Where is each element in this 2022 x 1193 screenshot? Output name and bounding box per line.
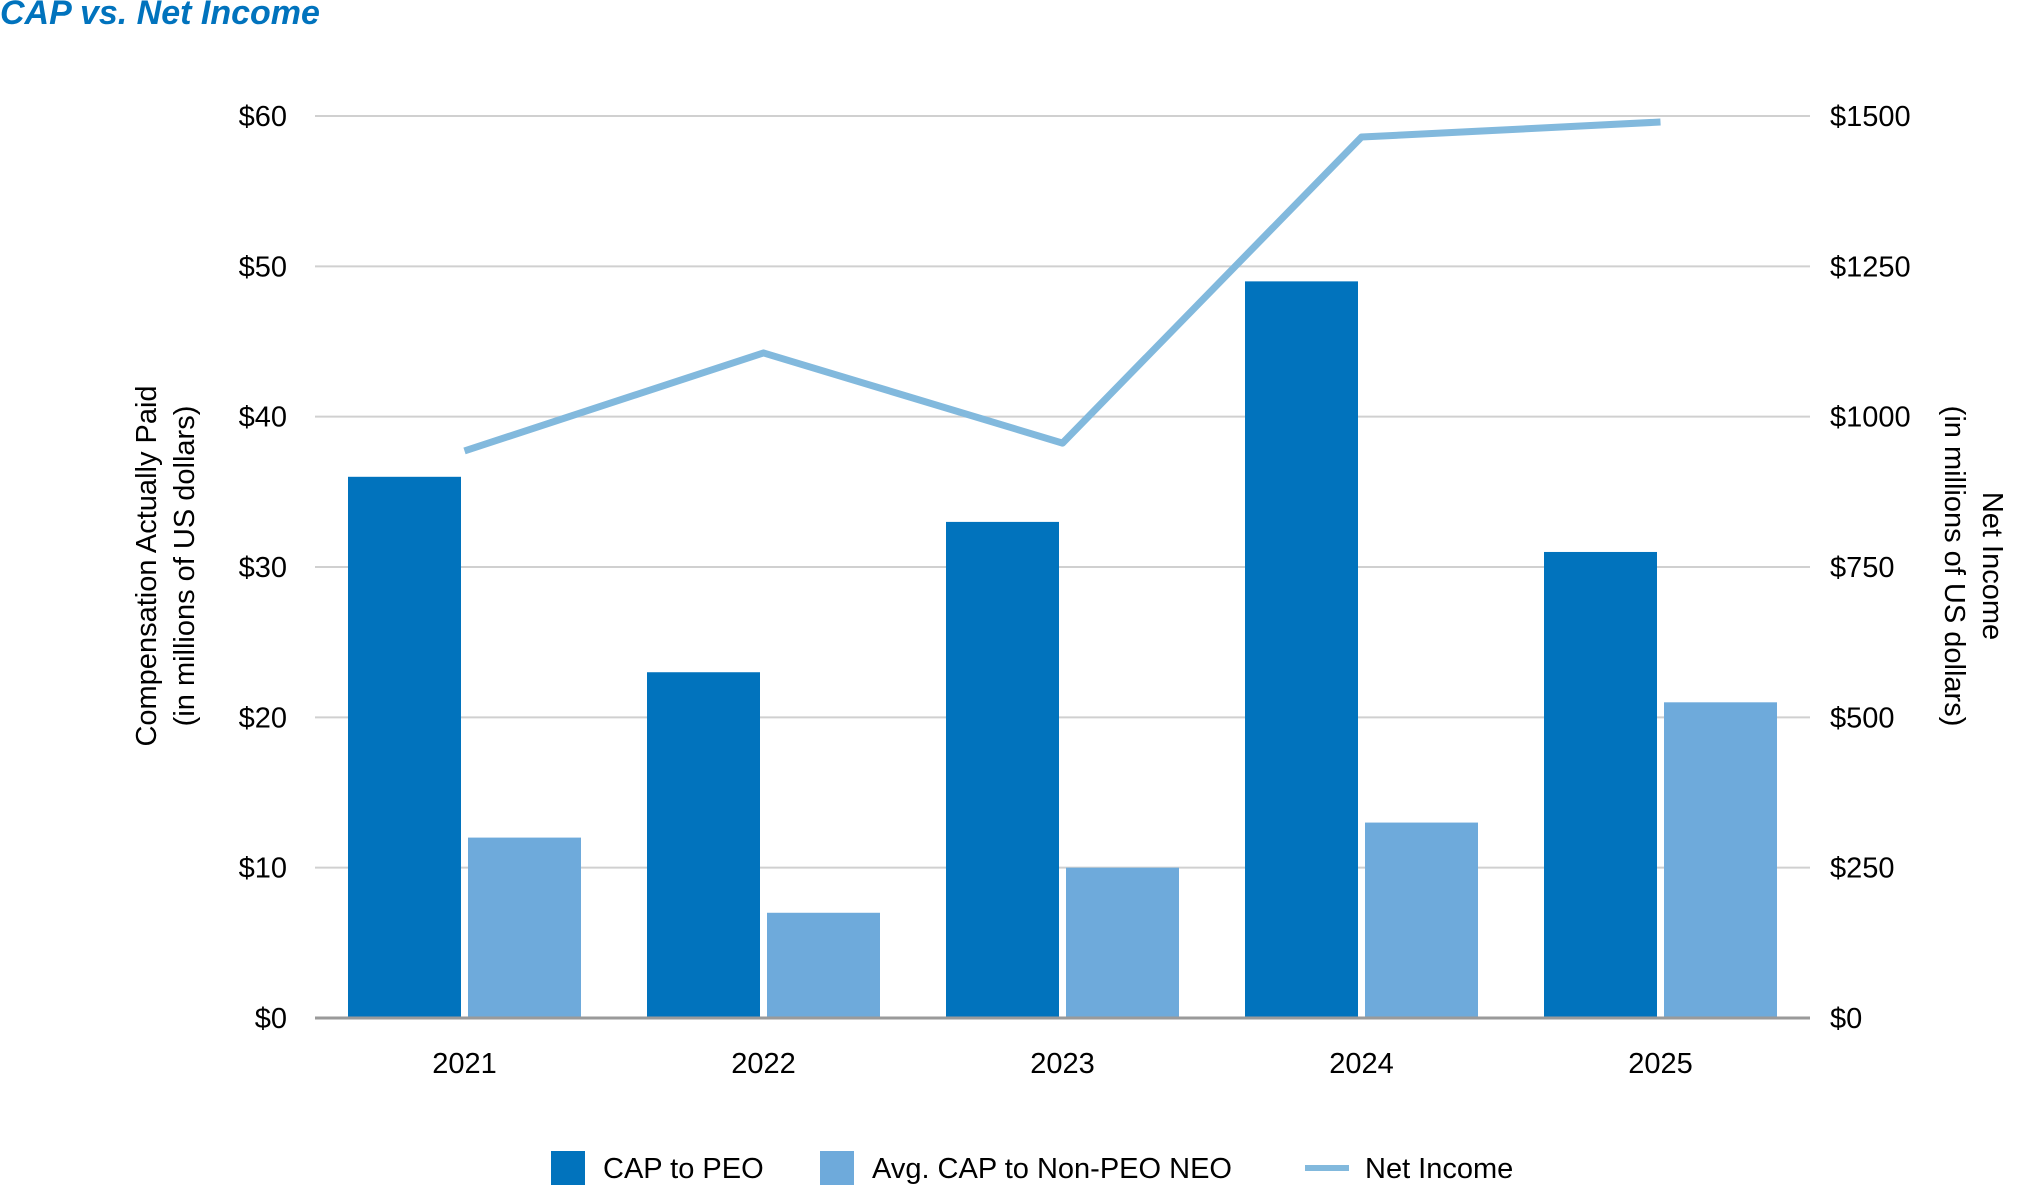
net-income-line-layer [463,118,1661,455]
axes: $0 $10 $20 $30 $40 $50 $60 $0 $250 $500 $750 $1000 $… [131,101,2008,1080]
bar-cap-to-peo [946,521,1059,1018]
bar-cap-to-peo [1245,281,1358,1018]
bars [348,281,1777,1018]
y-left-tick-label: $20 [239,702,287,734]
x-tick-label: 2024 [1329,1048,1394,1080]
y-right-tick-label: $250 [1830,853,1895,885]
y-left-tick-label: $60 [239,101,287,133]
chart-title: CAP vs. Net Income [0,0,320,32]
bar-avg-cap-non-peo-neo [1066,867,1179,1018]
bar-cap-to-peo [348,476,461,1018]
y-left-tick-label: $10 [239,853,287,885]
legend: CAP to PEO Avg. CAP to Non-PEO NEO Net Inc… [551,1151,1513,1185]
net-income-line [463,118,1661,455]
legend-label: Net Income [1365,1153,1513,1185]
y-left-tick-label: $40 [239,402,287,434]
x-tick-label: 2022 [731,1048,796,1080]
y-left-axis-title-line2: (in millions of US dollars) [169,406,201,727]
legend-swatch-cap-to-peo [551,1151,585,1185]
y-right-tick-label: $500 [1830,702,1895,734]
y-right-axis-title-line1: Net Income [1976,492,2008,640]
bar-cap-to-peo [1544,551,1657,1018]
y-right-tick-label: $1000 [1830,402,1911,434]
x-tick-label: 2025 [1628,1048,1693,1080]
y-right-tick-label: $1250 [1830,251,1911,283]
y-left-tick-label: $50 [239,251,287,283]
y-right-tick-label: $0 [1830,1003,1862,1035]
x-tick-label: 2021 [432,1048,497,1080]
bar-avg-cap-non-peo-neo [1664,702,1777,1018]
legend-label: Avg. CAP to Non-PEO NEO [872,1153,1232,1185]
x-tick-label: 2023 [1030,1048,1095,1080]
bar-avg-cap-non-peo-neo [1365,822,1478,1018]
bar-avg-cap-non-peo-neo [468,837,581,1018]
bar-avg-cap-non-peo-neo [767,912,880,1018]
y-right-axis-title-line2: (in millions of US dollars) [1938,406,1970,727]
y-left-axis-title-line1: Compensation Actually Paid [131,385,163,746]
y-right-axis-title: Net Income(in millions of US dollars) [1938,406,2008,727]
y-right-tick-label: $750 [1830,552,1895,584]
y-right-tick-label: $1500 [1830,101,1911,133]
y-left-tick-label: $30 [239,552,287,584]
y-left-axis-title: Compensation Actually Paid (in millions o… [131,385,201,746]
legend-label: CAP to PEO [603,1153,764,1185]
bar-cap-to-peo [647,672,760,1018]
y-left-tick-label: $0 [255,1003,287,1035]
legend-swatch-avg-cap-non-peo-neo [820,1151,854,1185]
